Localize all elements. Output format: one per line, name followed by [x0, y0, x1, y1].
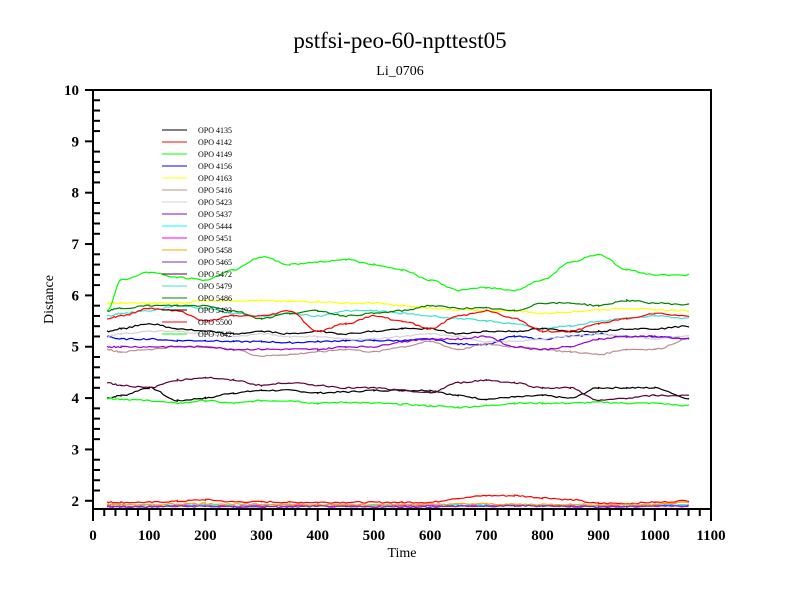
x-tick-label: 900	[587, 528, 610, 544]
legend-label: OPO 5486	[198, 294, 232, 303]
legend-label: OPO 5451	[198, 234, 232, 243]
series-line-opo-4163	[106, 299, 690, 315]
y-tick-label: 7	[72, 237, 80, 253]
chart-subtitle: Li_0706	[376, 64, 424, 79]
legend-label: OPO 5416	[198, 186, 232, 195]
plot-frame	[92, 89, 712, 510]
x-tick-label: 0	[89, 528, 97, 544]
legend-label: OPO 4142	[198, 138, 232, 147]
x-tick-label: 700	[475, 528, 498, 544]
y-tick-label: 8	[72, 186, 80, 202]
y-tick-label: 6	[72, 288, 80, 304]
x-tick-label: 800	[531, 528, 554, 544]
x-tick-label: 300	[250, 528, 273, 544]
chart-title: pstfsi-peo-60-npttest05	[293, 28, 507, 53]
legend-label: OPO 5444	[198, 222, 232, 231]
legend-label: OPO 5479	[198, 282, 232, 291]
series-line-opo-5493	[106, 322, 690, 336]
x-tick-label: 600	[419, 528, 442, 544]
series-line-opo-5500	[106, 307, 690, 333]
legend-label: OPO 5465	[198, 258, 232, 267]
x-tick-label: 1000	[640, 528, 670, 544]
x-tick-label: 400	[306, 528, 329, 544]
x-tick-label: 500	[363, 528, 386, 544]
legend-label: OPO 4149	[198, 150, 232, 159]
series-line-opo-5423	[106, 330, 690, 344]
series-line-opo-5465	[106, 504, 690, 509]
y-tick-label: 9	[72, 134, 80, 150]
series-line-opo-7642	[106, 253, 690, 311]
series-line-opo-5437	[106, 335, 690, 351]
series-line-opo-4135	[106, 386, 690, 402]
legend-label: OPO 4163	[198, 174, 232, 183]
legend-label: OPO 5437	[198, 210, 232, 219]
y-tick-label: 10	[64, 83, 79, 99]
x-axis-label: Time	[387, 546, 416, 561]
legend-label: OPO 5472	[198, 270, 232, 279]
legend-label: OPO 5493	[198, 306, 232, 315]
x-tick-label: 100	[138, 528, 161, 544]
legend-label: OPO 7642	[198, 330, 232, 339]
legend-label: OPO 5500	[198, 318, 232, 327]
y-tick-label: 5	[72, 340, 80, 356]
series-line-opo-4149	[106, 396, 690, 409]
legend-label: OPO 5423	[198, 198, 232, 207]
y-tick-label: 2	[72, 494, 80, 510]
legend-label: OPO 4156	[198, 162, 232, 171]
series-line-opo-5486	[106, 298, 690, 321]
series-line-opo-5458	[106, 501, 690, 507]
legend-label: OPO 4135	[198, 126, 232, 135]
x-tick-label: 200	[194, 528, 217, 544]
series-line-opo-5472	[106, 376, 690, 402]
legend-label: OPO 5458	[198, 246, 232, 255]
y-axis-label: Distance	[42, 275, 57, 324]
series-line-opo-4142	[106, 494, 690, 505]
y-tick-label: 3	[72, 442, 80, 458]
y-tick-label: 4	[72, 391, 80, 407]
x-tick-label: 1100	[696, 528, 725, 544]
